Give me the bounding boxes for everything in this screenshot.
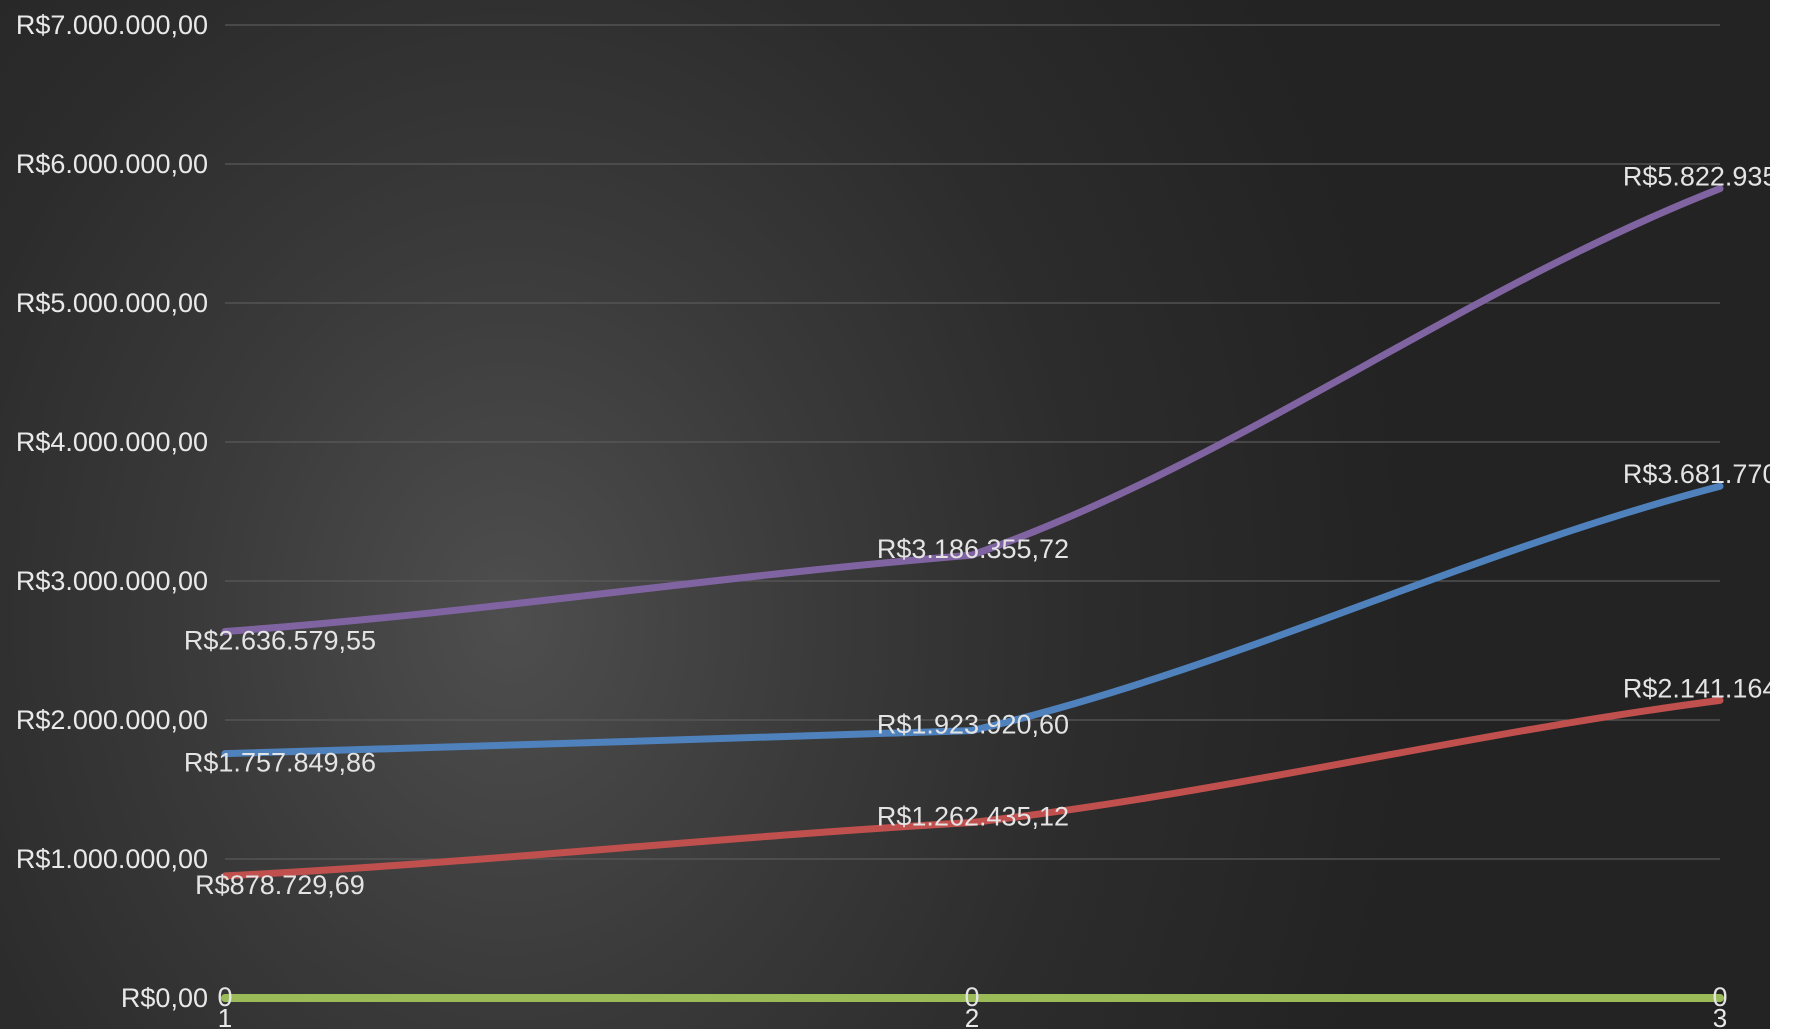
x-tick-label: 2 (965, 1003, 979, 1029)
chart-area: R$0,00 R$1.000.000,00 R$2.000.000,00 R$3.00… (0, 0, 1770, 1029)
y-tick-label: R$1.000.000,00 (16, 844, 208, 874)
data-label: R$3.681.770,46 (1623, 459, 1770, 489)
y-tick-label: R$7.000.000,00 (16, 10, 208, 40)
y-tick-label: R$4.000.000,00 (16, 427, 208, 457)
data-label: R$5.822.935,27 (1623, 162, 1770, 192)
data-label: 0 (964, 982, 979, 1012)
data-label: R$2.636.579,55 (184, 626, 376, 656)
data-labels: R$2.636.579,55 R$3.186.355,72 R$5.822.935,… (184, 162, 1770, 1012)
y-tick-label: R$6.000.000,00 (16, 149, 208, 179)
series-line (221, 185, 1724, 636)
x-axis-labels: 1 2 3 (218, 1003, 1727, 1029)
y-tick-label: R$3.000.000,00 (16, 566, 208, 596)
x-tick-label: 1 (218, 1003, 232, 1029)
data-label: R$1.757.849,86 (184, 748, 376, 778)
y-tick-label: R$5.000.000,00 (16, 288, 208, 318)
data-label: R$1.923.920,60 (877, 710, 1069, 740)
grid-layer (225, 24, 1720, 860)
data-label: 0 (217, 982, 232, 1012)
data-label: R$878.729,69 (195, 870, 365, 900)
series-line (221, 482, 1724, 758)
data-label: R$3.186.355,72 (877, 534, 1069, 564)
y-axis-labels: R$0,00 R$1.000.000,00 R$2.000.000,00 R$3.00… (16, 10, 208, 1013)
series-lines (221, 185, 1724, 1003)
line-chart: R$0,00 R$1.000.000,00 R$2.000.000,00 R$3.00… (16, 10, 1770, 1029)
data-label: R$1.262.435,12 (877, 802, 1069, 832)
series-line (221, 696, 1724, 880)
y-tick-label: R$0,00 (121, 983, 208, 1013)
y-tick-label: R$2.000.000,00 (16, 705, 208, 735)
x-tick-label: 3 (1713, 1003, 1727, 1029)
data-label: 0 (1712, 982, 1727, 1012)
data-label: R$2.141.164,81 (1623, 673, 1770, 703)
